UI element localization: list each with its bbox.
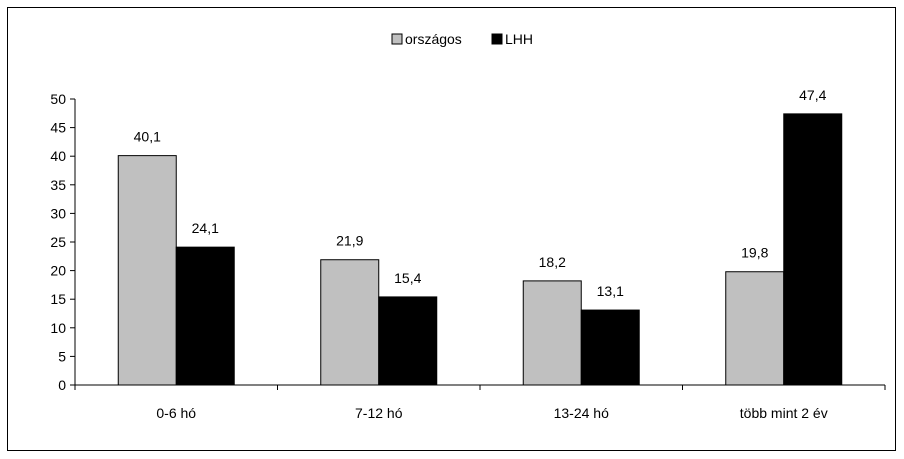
bar-LHH [175, 246, 235, 386]
data-label: 40,1 [134, 129, 161, 145]
y-tick-label: 0 [58, 377, 66, 393]
x-tick-label: 0-6 hó [156, 405, 196, 421]
y-tick-label: 50 [50, 91, 66, 107]
data-label: 21,9 [336, 233, 363, 249]
bar-LHH [378, 296, 438, 386]
data-label: 13,1 [597, 283, 624, 299]
y-tick-label: 40 [50, 148, 66, 164]
bar-országos [320, 259, 380, 386]
y-tick-label: 35 [50, 177, 66, 193]
data-label: 24,1 [192, 220, 219, 236]
x-tick-label: több mint 2 év [740, 405, 828, 421]
data-label: 47,4 [799, 87, 826, 103]
y-tick-label: 25 [50, 234, 66, 250]
legend-swatch-országos [391, 33, 403, 45]
y-tick-label: 45 [50, 120, 66, 136]
bar-országos [725, 271, 785, 386]
y-tick-label: 5 [58, 348, 66, 364]
y-tick-label: 15 [50, 291, 66, 307]
data-label: 18,2 [539, 254, 566, 270]
bar-LHH [783, 113, 843, 386]
data-label: 19,8 [741, 245, 768, 261]
y-tick-label: 20 [50, 263, 66, 279]
bar-országos [117, 155, 177, 386]
legend-label: LHH [505, 31, 533, 47]
legend-label: országos [405, 31, 462, 47]
data-label: 15,4 [394, 270, 421, 286]
bar-LHH [580, 309, 640, 386]
y-tick-label: 10 [50, 320, 66, 336]
x-tick-label: 7-12 hó [355, 405, 403, 421]
bar-országos [522, 280, 582, 386]
x-tick-label: 13-24 hó [554, 405, 609, 421]
y-tick-label: 30 [50, 205, 66, 221]
legend-swatch-LHH [491, 33, 503, 45]
